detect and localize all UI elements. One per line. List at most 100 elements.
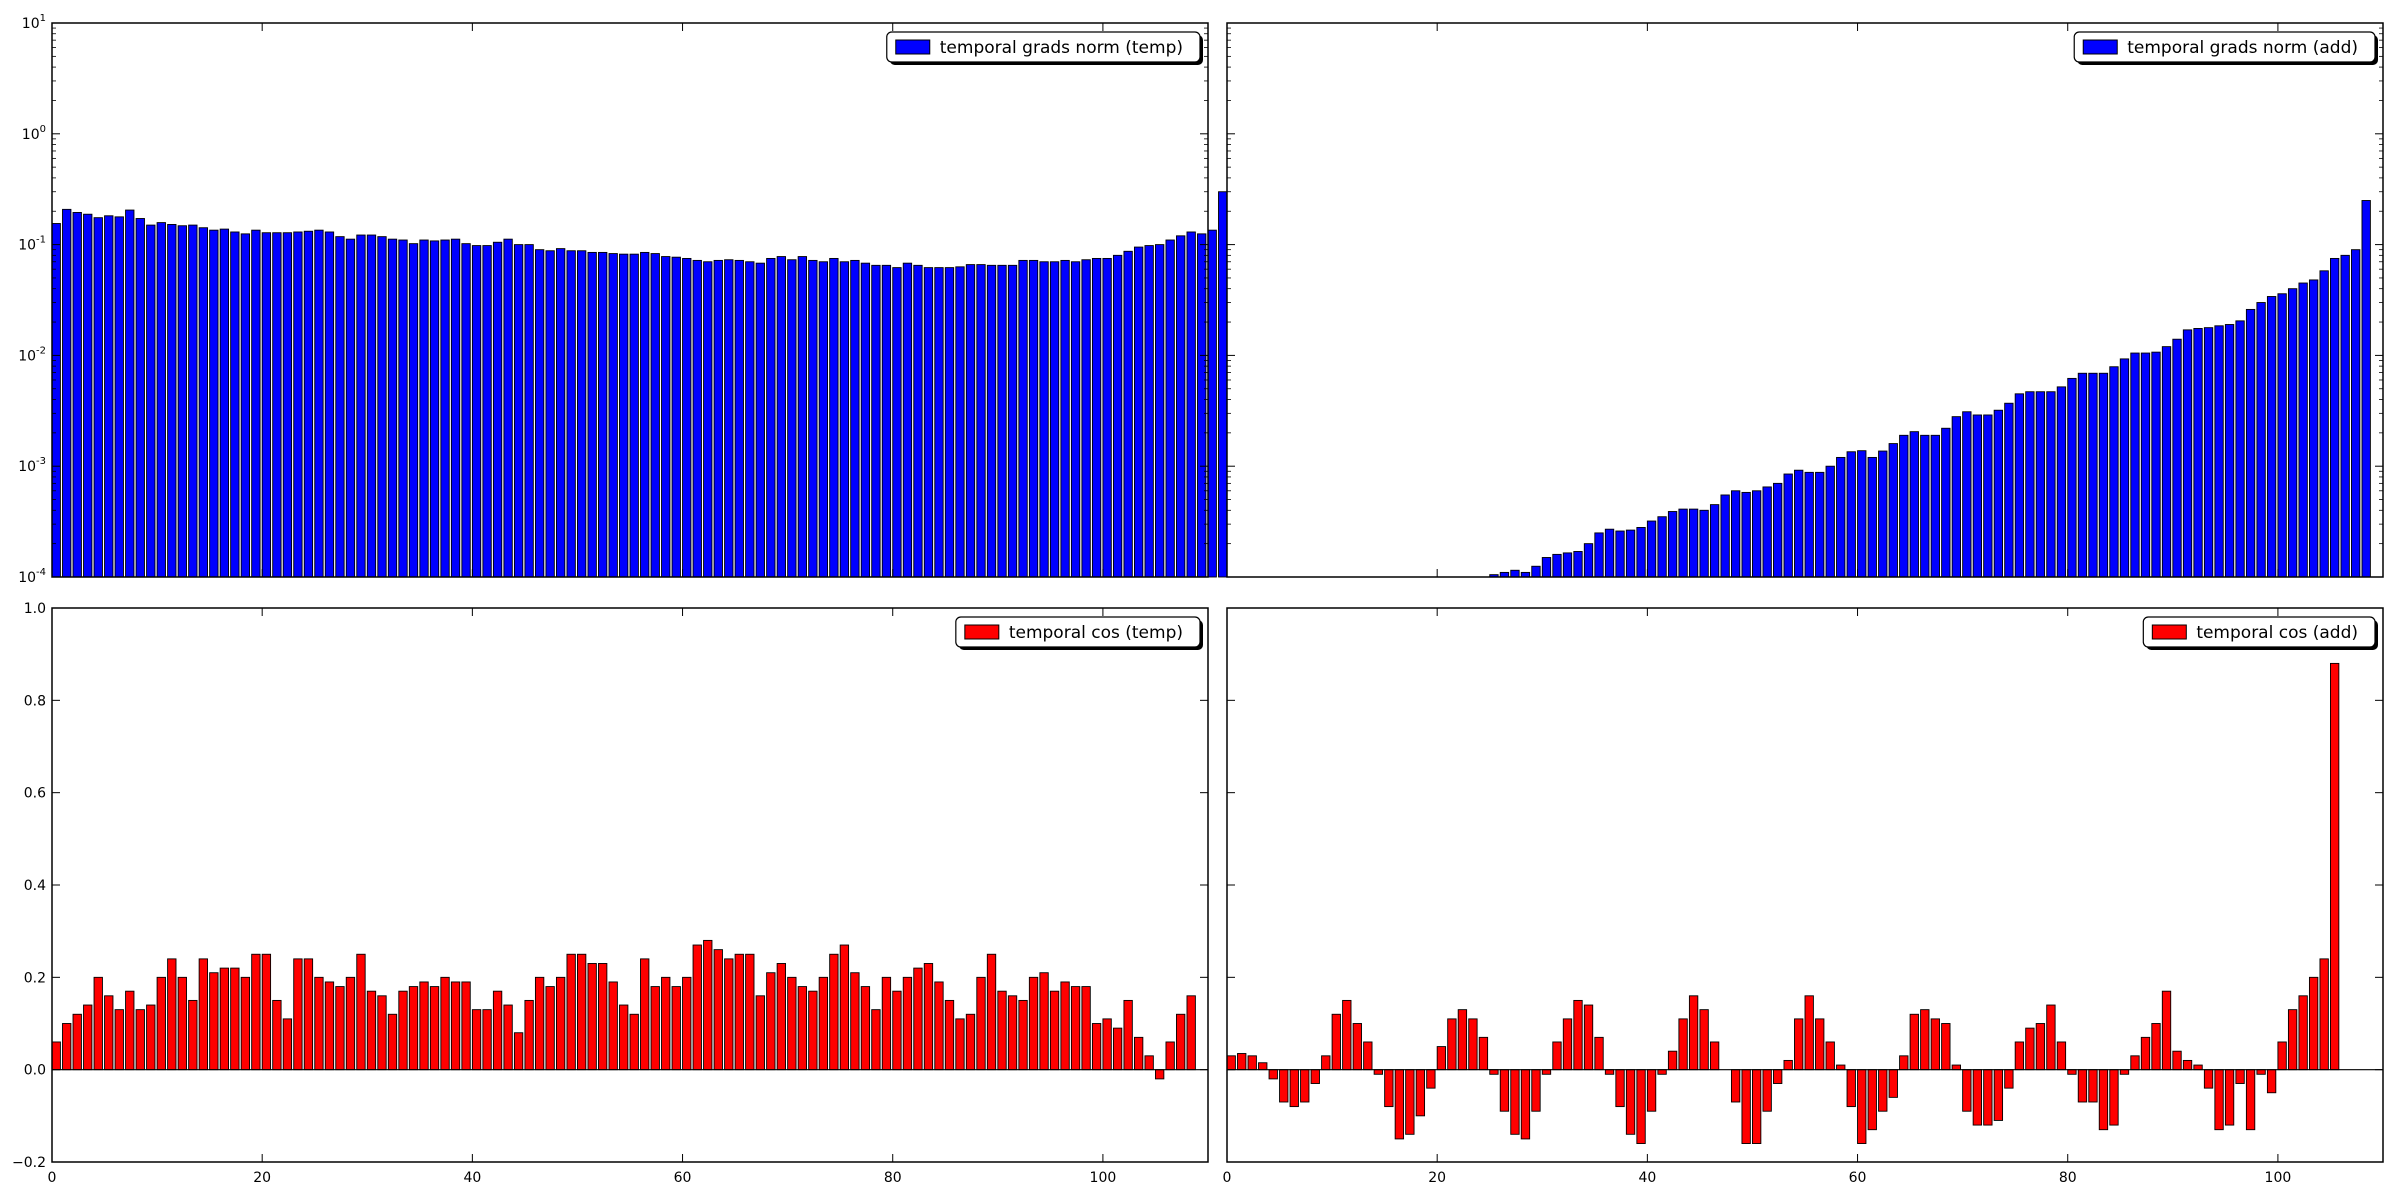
bar	[2203, 327, 2214, 578]
bar	[2245, 1069, 2256, 1131]
bar	[629, 1013, 639, 1071]
bar	[2035, 391, 2046, 578]
bar	[2067, 1069, 2077, 1075]
bar	[1144, 1055, 1154, 1071]
bar	[2193, 1064, 2203, 1071]
bar	[1562, 552, 1573, 578]
bar	[829, 257, 839, 578]
bar	[2182, 1059, 2193, 1071]
bar	[703, 261, 713, 578]
bar	[1709, 1041, 1720, 1071]
bar	[1070, 261, 1081, 578]
bar	[913, 967, 923, 1071]
bar	[1825, 1041, 1835, 1071]
bar	[1154, 244, 1165, 578]
bar	[429, 986, 440, 1071]
bar	[850, 259, 860, 578]
bar	[871, 264, 881, 578]
bar	[1468, 1018, 1478, 1071]
bar	[1783, 473, 1793, 578]
bar	[713, 949, 723, 1071]
legend: temporal cos (add)	[2142, 616, 2378, 650]
bar	[598, 963, 608, 1071]
bar	[1176, 1013, 1186, 1071]
bar	[230, 231, 240, 578]
legend-swatch	[964, 624, 1000, 640]
bar	[1951, 416, 1961, 578]
bar	[1773, 1069, 1783, 1084]
bar	[293, 958, 303, 1071]
bar	[1007, 264, 1018, 578]
bar	[1510, 1069, 1520, 1135]
bar	[1039, 261, 1049, 578]
bar	[923, 267, 934, 578]
bar	[1773, 482, 1783, 578]
bar	[114, 1009, 124, 1071]
bar	[1499, 1069, 1510, 1112]
bar	[1552, 553, 1562, 578]
bar	[146, 224, 156, 578]
bar	[2056, 1041, 2067, 1071]
bar	[818, 261, 829, 578]
bar	[1846, 1069, 1856, 1108]
bar	[419, 981, 429, 1071]
bar	[345, 976, 356, 1071]
bar	[1247, 1055, 1257, 1071]
bar	[1531, 565, 1541, 578]
bar	[976, 976, 986, 1071]
bar	[608, 253, 618, 578]
bar	[1751, 1069, 1762, 1144]
x-tick-label: 40	[463, 1170, 481, 1186]
y-tick-label: 10-1	[18, 235, 46, 254]
bar	[2035, 1023, 2046, 1071]
bar	[1720, 494, 1730, 578]
bar	[1144, 245, 1154, 578]
bar	[997, 264, 1007, 578]
bar	[1636, 527, 1646, 578]
bar	[1541, 557, 1552, 578]
bar	[587, 963, 597, 1071]
y-tick-label: 101	[22, 13, 46, 32]
legend-box	[886, 31, 1201, 63]
bar	[1300, 1069, 1310, 1103]
bar	[1081, 986, 1091, 1071]
bar	[797, 256, 808, 578]
bar	[398, 990, 408, 1071]
bar	[303, 230, 314, 578]
bar	[965, 264, 976, 578]
bar	[1102, 1018, 1112, 1071]
bar	[598, 251, 608, 578]
bar	[955, 1018, 965, 1071]
bar	[650, 986, 660, 1071]
bar	[366, 234, 377, 578]
bar	[1678, 508, 1688, 578]
bar	[608, 981, 618, 1071]
bar	[1133, 246, 1144, 578]
bar	[1783, 1059, 1793, 1071]
bar	[251, 953, 261, 1071]
bar	[1186, 995, 1196, 1071]
bar	[2119, 358, 2130, 578]
bar	[1237, 1053, 1247, 1071]
bar	[62, 1023, 72, 1071]
bar	[692, 944, 702, 1071]
bar	[650, 253, 660, 578]
bar	[2298, 282, 2308, 578]
bar	[682, 257, 692, 578]
bar	[1279, 1069, 1289, 1103]
bar	[755, 995, 765, 1071]
legend-label: temporal grads norm (add)	[2127, 38, 2358, 58]
bar	[335, 236, 345, 578]
bar	[2172, 338, 2182, 578]
bar	[1857, 1069, 1867, 1144]
legend: temporal cos (temp)	[955, 616, 1203, 650]
bar	[272, 232, 282, 578]
bar	[2014, 1041, 2025, 1071]
bar	[934, 267, 944, 578]
bar	[482, 1009, 492, 1071]
bar	[1123, 250, 1133, 578]
bar	[577, 953, 587, 1071]
bar	[2056, 386, 2067, 578]
bar	[1615, 530, 1625, 578]
bar	[1165, 239, 1175, 578]
